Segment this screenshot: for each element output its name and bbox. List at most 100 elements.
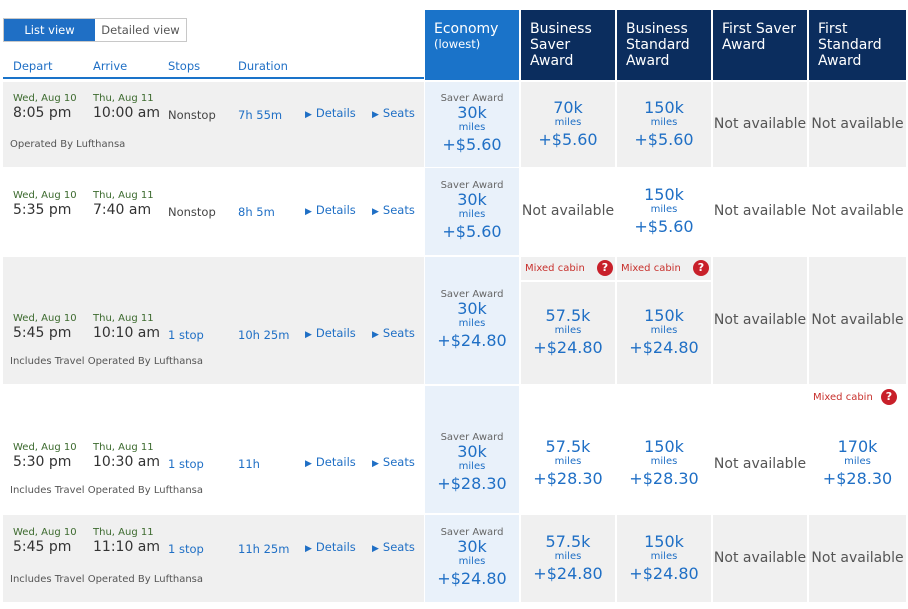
not-available: Not available bbox=[811, 202, 904, 219]
fare-cell: Not available bbox=[713, 257, 807, 384]
cabin-name: First Standard Award bbox=[818, 21, 882, 69]
arrive-time: 10:10 am bbox=[93, 324, 161, 341]
fare-cell[interactable]: Saver Award 30k miles +$24.80 bbox=[425, 257, 519, 384]
price-value: +$5.60 bbox=[442, 134, 502, 154]
fare-block: Saver Award 30k miles +$5.60 bbox=[425, 180, 519, 243]
caret-right-icon: ▶ bbox=[372, 329, 379, 340]
miles-unit: miles bbox=[650, 116, 678, 128]
operated-by: Includes Travel Operated By Lufthansa bbox=[10, 356, 204, 367]
help-icon[interactable]: ? bbox=[597, 260, 613, 276]
miles-value: 30k bbox=[457, 102, 487, 122]
cabin-header-business-standard[interactable]: Business Standard Award bbox=[617, 10, 711, 80]
miles-unit: miles bbox=[458, 460, 486, 472]
help-icon[interactable]: ? bbox=[881, 389, 897, 405]
stops-value[interactable]: 1 stop bbox=[168, 456, 204, 471]
stops-value: Nonstop bbox=[168, 107, 216, 122]
price-value: +$5.60 bbox=[634, 216, 694, 236]
fare-cell[interactable]: 150k miles +$24.80 bbox=[617, 257, 711, 384]
miles-unit: miles bbox=[650, 455, 678, 467]
depart-date: Wed, Aug 10 bbox=[13, 92, 77, 104]
fare-block: 57.5k miles +$24.80 bbox=[521, 306, 615, 359]
seats-link[interactable]: ▶ Seats bbox=[372, 106, 415, 120]
fare-cell: Not available bbox=[713, 515, 807, 602]
duration-value: 11h bbox=[238, 456, 260, 471]
fare-cell: Not available bbox=[521, 168, 615, 255]
help-icon[interactable]: ? bbox=[693, 260, 709, 276]
not-available: Not available bbox=[521, 202, 615, 219]
arrive-date: Thu, Aug 11 bbox=[93, 189, 154, 201]
seats-label: Seats bbox=[382, 539, 415, 554]
fare-block: 150k miles +$28.30 bbox=[617, 437, 711, 490]
miles-value: 150k bbox=[644, 305, 684, 325]
flight-row[interactable] bbox=[3, 515, 424, 602]
mixed-cabin-label: Mixed cabin bbox=[621, 263, 681, 274]
fare-cell[interactable]: 150k miles +$5.60 bbox=[617, 168, 711, 255]
fare-block: 150k miles +$24.80 bbox=[617, 531, 711, 585]
fare-cell[interactable]: Saver Award 30k miles +$28.30 bbox=[425, 386, 519, 513]
fare-cell[interactable]: Saver Award 30k miles +$24.80 bbox=[425, 515, 519, 602]
fare-cell[interactable]: 150k miles +$5.60 bbox=[617, 82, 711, 167]
fare-cell[interactable]: Saver Award 30k miles +$5.60 bbox=[425, 82, 519, 167]
miles-unit: miles bbox=[458, 208, 486, 220]
not-available: Not available bbox=[713, 311, 807, 328]
details-link[interactable]: ▶ Details bbox=[305, 203, 356, 217]
details-link[interactable]: ▶ Details bbox=[305, 540, 356, 554]
cabin-header-first-standard[interactable]: First Standard Award bbox=[809, 10, 906, 80]
fare-cell[interactable]: 57.5k miles +$28.30 bbox=[521, 386, 615, 513]
miles-unit: miles bbox=[650, 324, 678, 336]
fare-cell[interactable]: 70k miles +$5.60 bbox=[521, 82, 615, 167]
detailed-view-button[interactable]: Detailed view bbox=[95, 19, 186, 41]
price-value: +$24.80 bbox=[533, 563, 603, 583]
fare-cell[interactable]: 150k miles +$28.30 bbox=[617, 386, 711, 513]
fare-cell[interactable]: Saver Award 30k miles +$5.60 bbox=[425, 168, 519, 255]
cabin-header-first-saver[interactable]: First Saver Award bbox=[713, 10, 807, 80]
fare-cell[interactable]: 57.5k miles +$24.80 bbox=[521, 257, 615, 384]
not-available: Not available bbox=[713, 549, 807, 566]
seats-link[interactable]: ▶ Seats bbox=[372, 455, 415, 469]
flight-row[interactable] bbox=[3, 257, 424, 384]
seats-label: Seats bbox=[382, 454, 415, 469]
mixed-cabin-label: Mixed cabin bbox=[525, 263, 585, 274]
seats-label: Seats bbox=[382, 202, 415, 217]
depart-column-header[interactable]: Depart bbox=[13, 59, 53, 73]
details-link[interactable]: ▶ Details bbox=[305, 455, 356, 469]
miles-unit: miles bbox=[458, 121, 486, 133]
fare-block: 150k miles +$24.80 bbox=[617, 305, 711, 359]
stops-value[interactable]: 1 stop bbox=[168, 327, 204, 342]
list-view-button[interactable]: List view bbox=[4, 19, 95, 41]
stops-column-header[interactable]: Stops bbox=[168, 59, 201, 73]
miles-unit: miles bbox=[554, 455, 582, 467]
seats-label: Seats bbox=[382, 105, 415, 120]
fare-cell: Not available bbox=[713, 82, 807, 167]
saver-award-label: Saver Award bbox=[440, 431, 504, 443]
arrive-time: 10:30 am bbox=[93, 453, 161, 470]
cabin-name: First Saver Award bbox=[722, 21, 797, 53]
miles-unit: miles bbox=[554, 550, 582, 562]
not-available: Not available bbox=[713, 202, 807, 219]
duration-column-header[interactable]: Duration bbox=[238, 59, 288, 73]
stops-value[interactable]: 1 stop bbox=[168, 541, 204, 556]
seats-link[interactable]: ▶ Seats bbox=[372, 326, 415, 340]
fare-cell[interactable]: 57.5k miles +$24.80 bbox=[521, 515, 615, 602]
miles-unit: miles bbox=[650, 550, 678, 562]
arrive-column-header[interactable]: Arrive bbox=[93, 59, 128, 73]
caret-right-icon: ▶ bbox=[372, 543, 379, 554]
price-value: +$28.30 bbox=[629, 468, 699, 488]
saver-award-label: Saver Award bbox=[440, 92, 504, 104]
arrive-time: 7:40 am bbox=[93, 201, 152, 218]
arrive-date: Thu, Aug 11 bbox=[93, 312, 154, 324]
miles-value: 30k bbox=[457, 441, 487, 461]
saver-award-label: Saver Award bbox=[440, 288, 504, 300]
flight-row[interactable] bbox=[3, 82, 424, 167]
operated-by: Includes Travel Operated By Lufthansa bbox=[10, 574, 204, 585]
seats-link[interactable]: ▶ Seats bbox=[372, 540, 415, 554]
details-link[interactable]: ▶ Details bbox=[305, 326, 356, 340]
details-link[interactable]: ▶ Details bbox=[305, 106, 356, 120]
not-available: Not available bbox=[713, 455, 807, 472]
fare-cell[interactable]: 170k miles +$28.30 bbox=[809, 386, 906, 513]
cabin-header-business-saver[interactable]: Business Saver Award bbox=[521, 10, 615, 80]
cabin-header-economy[interactable]: Economy (lowest) bbox=[425, 10, 519, 80]
fare-cell[interactable]: 150k miles +$24.80 bbox=[617, 515, 711, 602]
miles-value: 150k bbox=[644, 531, 684, 551]
seats-link[interactable]: ▶ Seats bbox=[372, 203, 415, 217]
